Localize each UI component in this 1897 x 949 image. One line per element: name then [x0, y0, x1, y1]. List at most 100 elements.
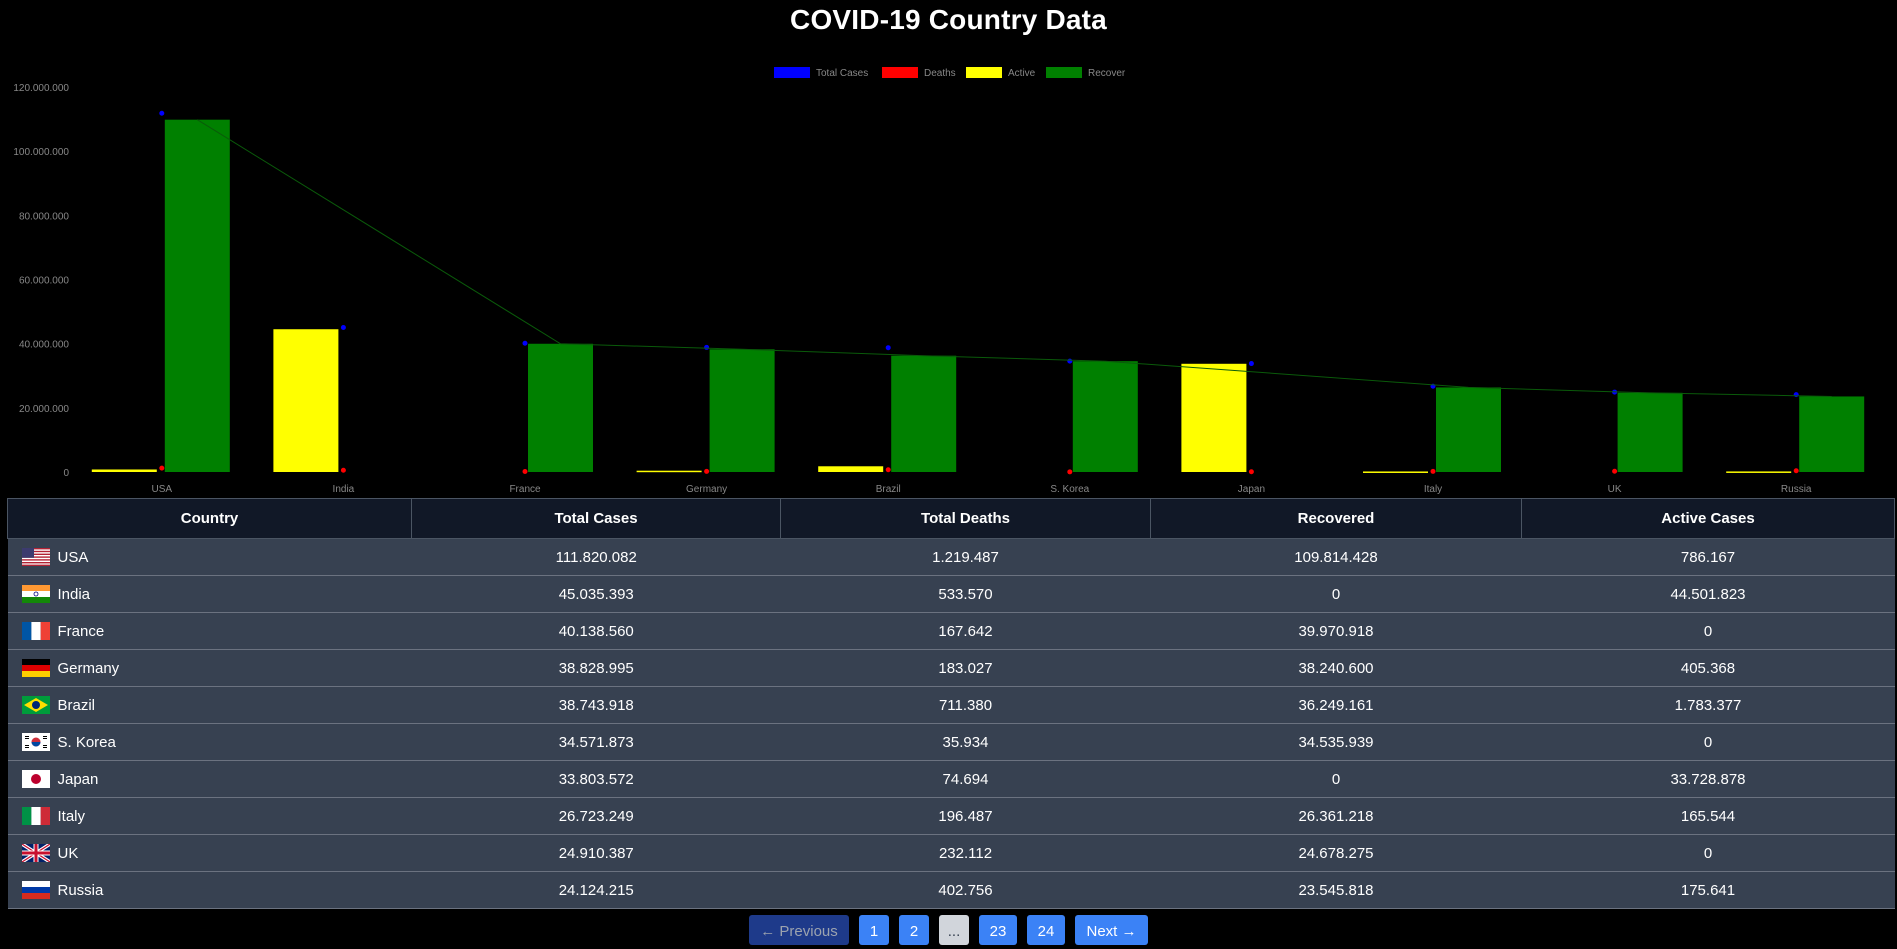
active-cases-cell: 165.544 — [1521, 797, 1895, 835]
total-cases-point — [340, 325, 346, 331]
pagination: ← Previous 1 2 ... 23 24 Next → — [0, 915, 1897, 945]
total-cases-cell: 111.820.082 — [411, 538, 781, 576]
total-cases-cell: 38.743.918 — [411, 686, 781, 724]
active-bar — [1181, 363, 1247, 472]
total-cases-point — [159, 110, 165, 116]
table-row: S. Korea 34.571.873 35.934 34.535.939 0 — [7, 723, 1895, 761]
country-table-container: Country Total Cases Total Deaths Recover… — [7, 498, 1895, 909]
legend-label: Active — [1008, 68, 1036, 79]
deaths-point — [1430, 468, 1436, 474]
legend-label: Deaths — [924, 68, 956, 79]
legend-label: Total Cases — [816, 68, 868, 79]
header-total-deaths[interactable]: Total Deaths — [780, 498, 1151, 539]
country-name: UK — [57, 844, 79, 862]
total-cases-point — [1248, 361, 1254, 367]
x-tick-label: Japan — [1238, 484, 1265, 495]
page-title: COVID-19 Country Data — [790, 4, 1107, 35]
total-deaths-cell: 533.570 — [780, 575, 1151, 613]
legend-swatch — [882, 67, 918, 78]
active-cases-cell: 0 — [1521, 834, 1895, 872]
recovered-cell: 0 — [1150, 760, 1522, 798]
active-bar — [1363, 471, 1428, 473]
y-tick-label: 60.000.000 — [19, 276, 69, 287]
page-23-button[interactable]: 23 — [979, 915, 1017, 945]
total-cases-cell: 45.035.393 — [411, 575, 781, 613]
y-tick-label: 120.000.000 — [13, 83, 69, 94]
x-tick-label: USA — [152, 484, 173, 495]
recovered-bar — [164, 119, 230, 472]
y-tick-label: 100.000.000 — [13, 147, 69, 158]
previous-page-button[interactable]: ← Previous — [749, 915, 849, 945]
total-cases-point — [704, 344, 710, 350]
country-table: Country Total Cases Total Deaths Recover… — [7, 498, 1895, 909]
page-1-button[interactable]: 1 — [859, 915, 889, 945]
x-tick-label: Germany — [686, 484, 727, 495]
header-active-cases[interactable]: Active Cases — [1521, 498, 1895, 539]
active-bar — [91, 469, 157, 472]
country-name: Russia — [57, 881, 104, 899]
page-2-button[interactable]: 2 — [899, 915, 929, 945]
flag-kr-icon — [21, 733, 50, 751]
flag-jp-icon — [21, 770, 50, 788]
country-name: S. Korea — [57, 733, 116, 751]
active-cases-cell: 0 — [1521, 612, 1895, 650]
active-bar — [273, 329, 339, 472]
active-bar — [636, 470, 702, 473]
recovered-cell: 36.249.161 — [1150, 686, 1522, 724]
flag-it-icon — [21, 807, 50, 825]
page-24-button[interactable]: 24 — [1027, 915, 1065, 945]
table-row: USA 111.820.082 1.219.487 109.814.428 786.16… — [7, 538, 1895, 576]
recovered-bar — [1617, 392, 1683, 472]
recovered-bar — [891, 355, 957, 472]
deaths-point — [1067, 469, 1073, 475]
table-body: USA 111.820.082 1.219.487 109.814.428 786.16… — [7, 538, 1895, 909]
active-cases-cell: 786.167 — [1521, 538, 1895, 576]
country-cell: India — [7, 575, 412, 613]
header-recovered[interactable]: Recovered — [1150, 498, 1522, 539]
flag-gb-icon — [21, 844, 50, 862]
country-name: Japan — [57, 770, 99, 788]
page-ellipsis: ... — [939, 915, 969, 945]
table-row: Brazil 38.743.918 711.380 36.249.161 1.783.3… — [7, 686, 1895, 724]
total-cases-cell: 26.723.249 — [411, 797, 781, 835]
total-deaths-cell: 196.487 — [780, 797, 1151, 835]
country-cell: USA — [7, 538, 412, 576]
x-tick-label: France — [509, 484, 541, 495]
total-deaths-cell: 74.694 — [780, 760, 1151, 798]
flag-ru-icon — [21, 881, 50, 899]
country-name: Italy — [57, 807, 86, 825]
country-name: USA — [57, 548, 89, 566]
active-bar — [818, 466, 884, 472]
total-cases-cell: 38.828.995 — [411, 649, 781, 687]
country-name: Germany — [57, 659, 120, 677]
country-cell: S. Korea — [7, 723, 412, 761]
table-row: Germany 38.828.995 183.027 38.240.600 405.36… — [7, 649, 1895, 687]
country-name: India — [57, 585, 91, 603]
y-tick-label: 0 — [63, 468, 69, 479]
header-country[interactable]: Country — [7, 498, 412, 539]
deaths-point — [340, 467, 346, 473]
recovered-line — [197, 119, 1832, 397]
header-total-cases[interactable]: Total Cases — [411, 498, 781, 539]
table-row: Russia 24.124.215 402.756 23.545.818 175.641 — [7, 871, 1895, 909]
deaths-point — [1793, 468, 1799, 474]
total-cases-cell: 33.803.572 — [411, 760, 781, 798]
recovered-bar — [528, 343, 593, 472]
active-cases-cell: 33.728.878 — [1521, 760, 1895, 798]
recovered-cell: 26.361.218 — [1150, 797, 1522, 835]
total-cases-cell: 34.571.873 — [411, 723, 781, 761]
recovered-cell: 24.678.275 — [1150, 834, 1522, 872]
active-cases-cell: 44.501.823 — [1521, 575, 1895, 613]
total-cases-point — [1793, 392, 1799, 398]
table-row: Japan 33.803.572 74.694 0 33.728.878 — [7, 760, 1895, 798]
total-deaths-cell: 711.380 — [780, 686, 1151, 724]
legend-swatch — [1046, 67, 1082, 78]
deaths-point — [1248, 469, 1254, 475]
flag-in-icon — [21, 585, 50, 603]
recovered-cell: 23.545.818 — [1150, 871, 1522, 909]
active-cases-cell: 0 — [1521, 723, 1895, 761]
deaths-point — [1612, 468, 1618, 474]
next-page-button[interactable]: Next → — [1075, 915, 1148, 945]
x-tick-label: Italy — [1424, 484, 1442, 495]
covid-bar-chart: 0 20.000.000 40.000.000 60.000.000 80.000.00… — [13, 67, 1865, 495]
